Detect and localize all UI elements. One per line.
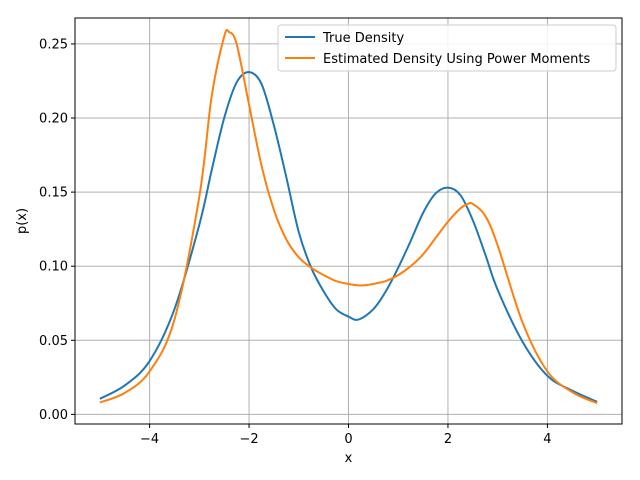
- estimated-density-line: [99, 28, 598, 405]
- x-tick-label: −4: [140, 432, 159, 447]
- legend-label-estimated-density: Estimated Density Using Power Moments: [323, 52, 590, 67]
- grid-lines: [75, 18, 622, 424]
- y-tick-label: 0.15: [39, 186, 68, 201]
- x-tick-label: −2: [239, 432, 258, 447]
- legend: True Density Estimated Density Using Pow…: [277, 24, 617, 72]
- y-tick-label: 0.10: [39, 260, 68, 275]
- y-axis-label: p(x): [15, 208, 30, 234]
- true-density-line: [99, 71, 598, 403]
- legend-box: [277, 24, 617, 72]
- x-tick-label: 2: [444, 432, 452, 447]
- y-tick-label: 0.25: [39, 37, 68, 52]
- series-lines: [99, 28, 598, 405]
- x-axis-label: x: [345, 451, 353, 466]
- axis-ticks: −4 −2 0 2 4 0.00 0.05 0.10 0.15 0.20 0.25: [39, 37, 552, 447]
- y-tick-label: 0.05: [39, 334, 68, 349]
- y-tick-label: 0.00: [39, 408, 68, 423]
- x-tick-label: 0: [344, 432, 352, 447]
- x-tick-label: 4: [543, 432, 551, 447]
- y-tick-label: 0.20: [39, 112, 68, 127]
- legend-label-true-density: True Density: [322, 31, 404, 46]
